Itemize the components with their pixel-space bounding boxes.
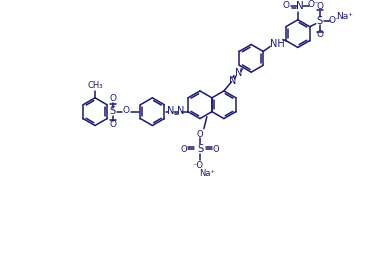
Text: O: O <box>316 2 323 11</box>
Text: Na⁺: Na⁺ <box>336 12 353 21</box>
Text: O: O <box>122 106 129 115</box>
Text: S: S <box>317 16 323 26</box>
Text: O: O <box>109 94 116 103</box>
Text: ⁻O: ⁻O <box>193 161 204 170</box>
Text: O: O <box>109 120 116 129</box>
Text: O⁻: O⁻ <box>329 16 340 25</box>
Text: O: O <box>181 145 188 154</box>
Text: CH₃: CH₃ <box>87 82 103 91</box>
Text: O: O <box>197 130 203 139</box>
Text: N: N <box>167 106 175 116</box>
Text: O: O <box>316 30 323 39</box>
Text: N: N <box>296 1 304 11</box>
Text: Na⁺: Na⁺ <box>199 168 215 178</box>
Text: S: S <box>197 144 203 154</box>
Text: O: O <box>282 2 289 10</box>
Text: N: N <box>177 106 185 116</box>
Text: N: N <box>229 76 236 86</box>
Text: O⁻: O⁻ <box>308 1 319 10</box>
Text: S: S <box>110 106 116 116</box>
Text: NH: NH <box>270 38 284 49</box>
Text: N: N <box>235 68 243 78</box>
Text: O: O <box>213 145 219 154</box>
